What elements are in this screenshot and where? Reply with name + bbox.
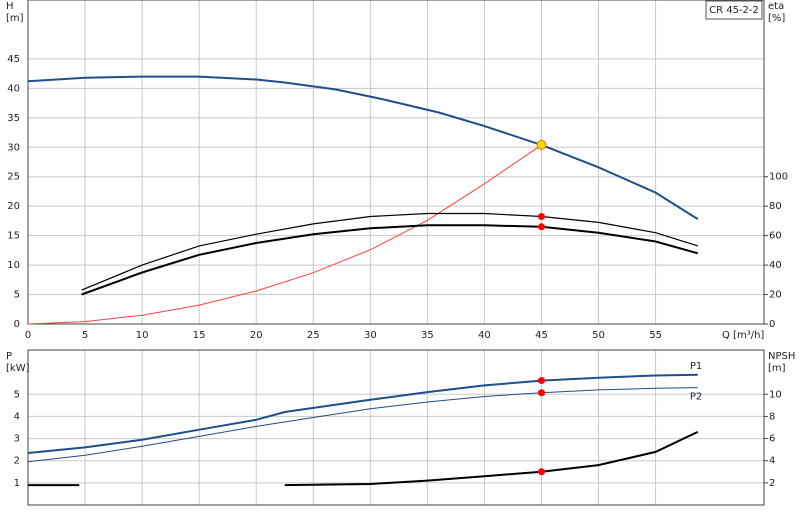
y2-tick-label: 60	[769, 231, 782, 242]
series-line	[27, 75, 699, 220]
operating-point	[537, 389, 545, 397]
y-axis-label: H	[6, 1, 14, 12]
y-tick-label: 4	[14, 411, 20, 422]
y-tick-label: 1	[14, 478, 20, 489]
x-tick-label: 20	[250, 330, 263, 341]
y2-tick-label: 2	[769, 478, 775, 489]
series-line	[81, 224, 699, 296]
chart-title: CR 45-2-2	[709, 5, 759, 16]
y2-axis-label: NPSH	[768, 351, 795, 362]
y-axis-label: [m]	[6, 13, 24, 24]
y-tick-label: 3	[14, 434, 20, 445]
y2-axis-label: [%]	[768, 13, 785, 24]
operating-point	[536, 139, 547, 150]
y2-tick-label: 100	[769, 172, 788, 183]
y-tick-label: 25	[7, 172, 20, 183]
operating-point	[537, 377, 545, 385]
y-tick-label: 35	[7, 113, 20, 124]
y2-tick-label: 40	[769, 260, 782, 271]
series-label: P1	[690, 361, 702, 372]
y2-tick-label: 10	[769, 389, 782, 400]
y-tick-label: 10	[7, 260, 20, 271]
series-line	[28, 430, 699, 487]
x-tick-label: 55	[649, 330, 662, 341]
y-axis-label: [kW]	[6, 363, 30, 374]
x-tick-label: 25	[307, 330, 320, 341]
series-label: P2	[690, 392, 702, 403]
x-tick-label: 40	[478, 330, 491, 341]
x-tick-label: 10	[136, 330, 149, 341]
y-tick-label: 40	[7, 83, 20, 94]
series-line	[27, 387, 698, 463]
y-tick-label: 20	[7, 201, 20, 212]
y-tick-label: 45	[7, 54, 20, 65]
y-tick-label: 2	[14, 456, 20, 467]
y2-axis-label: [m]	[768, 363, 786, 374]
y2-tick-label: 4	[769, 456, 775, 467]
x-axis-label: Q [m³/h]	[722, 330, 764, 341]
y2-tick-label: 80	[769, 201, 782, 212]
operating-point	[537, 223, 545, 231]
y2-axis-label: eta	[768, 1, 784, 12]
y2-tick-label: 8	[769, 411, 775, 422]
x-tick-label: 0	[25, 330, 31, 341]
y2-tick-label: 20	[769, 290, 782, 301]
y-tick-label: 0	[14, 319, 20, 330]
series-line	[27, 144, 542, 325]
x-tick-label: 35	[421, 330, 434, 341]
x-tick-label: 45	[535, 330, 548, 341]
y-axis-label: P	[6, 351, 12, 362]
series-line	[81, 212, 698, 291]
y2-tick-label: 6	[769, 434, 775, 445]
y-tick-label: 5	[14, 389, 20, 400]
operating-point	[537, 212, 545, 220]
y2-tick-label: 0	[769, 319, 775, 330]
plot-frame	[27, 349, 765, 506]
x-tick-label: 5	[82, 330, 88, 341]
plot-frame	[27, 0, 765, 325]
x-tick-label: 30	[364, 330, 377, 341]
title-box	[705, 0, 763, 20]
series-line	[27, 373, 698, 454]
x-tick-label: 15	[193, 330, 206, 341]
y-tick-label: 15	[7, 231, 20, 242]
y-tick-label: 5	[14, 290, 20, 301]
operating-point	[537, 468, 545, 476]
x-tick-label: 50	[592, 330, 605, 341]
y-tick-label: 30	[7, 142, 20, 153]
